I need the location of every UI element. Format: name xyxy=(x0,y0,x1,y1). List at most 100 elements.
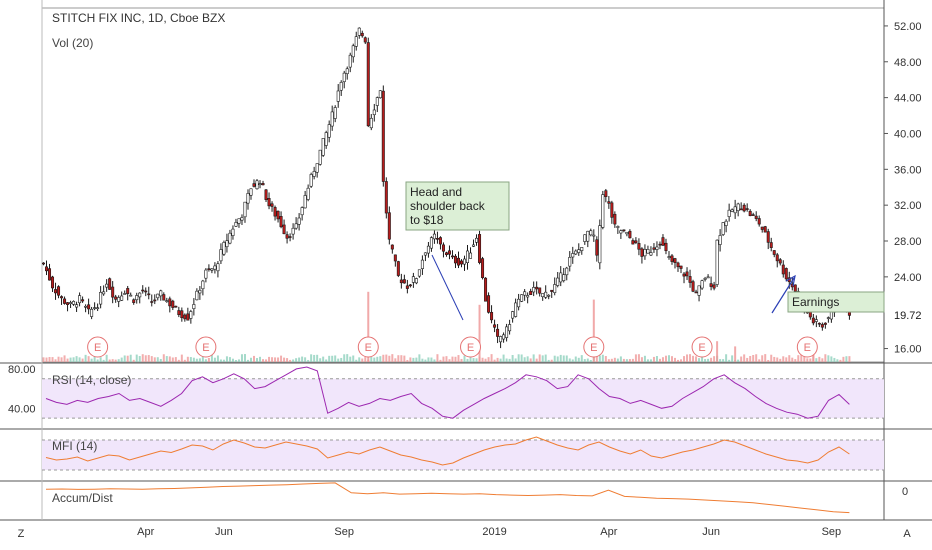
candle-body xyxy=(123,293,127,295)
candle-body xyxy=(156,293,160,299)
volume-bar xyxy=(842,356,845,362)
candle-body xyxy=(667,256,671,258)
candle-body xyxy=(517,298,521,308)
volume-bar xyxy=(788,355,791,362)
volume-bar xyxy=(228,357,231,362)
candle-body xyxy=(544,291,548,298)
volume-bar xyxy=(800,354,803,362)
price-tick-label: 32.00 xyxy=(894,200,922,212)
volume-bar xyxy=(42,357,45,362)
volume-bar xyxy=(436,354,439,362)
volume-bar xyxy=(746,357,749,362)
candle-body xyxy=(351,45,355,58)
candle-body xyxy=(432,233,436,240)
candle-body xyxy=(640,248,644,257)
volume-bar xyxy=(352,355,355,362)
candle-body xyxy=(772,250,776,255)
volume-bar xyxy=(598,355,601,362)
candle-body xyxy=(697,285,701,296)
candle-body xyxy=(231,228,235,236)
price-tick-label: 16.00 xyxy=(894,344,922,356)
volume-bar xyxy=(616,358,619,362)
volume-bar xyxy=(234,359,237,362)
candle-body xyxy=(360,32,364,37)
candle-body xyxy=(165,300,169,302)
volume-bar xyxy=(815,358,818,362)
volume-bar xyxy=(580,355,583,362)
volume-bar xyxy=(677,359,680,362)
x-tick-label: Jun xyxy=(702,526,720,538)
candle-body xyxy=(580,247,584,251)
candle-body xyxy=(526,295,530,298)
indicator-name: MFI (14) xyxy=(52,439,97,453)
last-price-box xyxy=(885,307,931,324)
earnings-marker[interactable] xyxy=(87,336,109,358)
volume-bar xyxy=(237,359,240,362)
volume-bar xyxy=(225,356,228,362)
candle-body xyxy=(417,269,421,277)
earnings-marker[interactable] xyxy=(357,336,379,358)
volume-bar xyxy=(589,359,592,362)
volume-bar xyxy=(355,359,358,362)
volume-bar xyxy=(198,358,201,362)
zoom-button[interactable]: Z xyxy=(18,528,25,540)
volume-bar xyxy=(249,357,252,362)
candle-body xyxy=(541,293,545,298)
candle-body xyxy=(381,90,385,182)
candle-body xyxy=(811,317,815,324)
candle-body xyxy=(484,277,488,302)
volume-bar xyxy=(779,358,782,362)
earnings-marker[interactable] xyxy=(691,336,713,358)
volume-bar xyxy=(761,355,764,362)
candle-body xyxy=(375,97,379,106)
volume-bar xyxy=(328,355,331,362)
candle-body xyxy=(691,281,695,292)
volume-bar xyxy=(643,355,646,362)
earnings-marker[interactable] xyxy=(460,336,482,358)
volume-bar xyxy=(388,355,391,362)
earnings-marker[interactable] xyxy=(796,336,818,358)
candle-body xyxy=(658,243,662,246)
candle-body xyxy=(270,203,274,207)
candle-body xyxy=(700,280,704,289)
volume-bar xyxy=(764,354,767,362)
candle-body xyxy=(189,311,193,319)
volume-bar xyxy=(553,355,556,362)
candle-body xyxy=(610,202,614,218)
candle-body xyxy=(339,82,343,91)
earnings-marker[interactable] xyxy=(195,336,217,358)
annotation-box[interactable] xyxy=(405,181,510,231)
volume-bar xyxy=(319,358,322,362)
candle-body xyxy=(682,273,686,277)
candle-body xyxy=(661,237,665,246)
candle-body xyxy=(135,295,139,301)
candle-body xyxy=(715,239,719,285)
volume-bar xyxy=(517,354,520,362)
price-tick-label: 52.00 xyxy=(894,21,922,33)
volume-bar xyxy=(295,358,298,362)
volume-bar xyxy=(349,356,352,362)
candle-body xyxy=(216,263,220,272)
volume-bar xyxy=(370,356,373,362)
candle-body xyxy=(712,284,716,289)
volume-bar xyxy=(322,356,325,362)
candle-body xyxy=(453,255,457,264)
volume-bar xyxy=(848,356,851,362)
candle-body xyxy=(634,240,638,243)
volume-bar xyxy=(48,357,51,362)
volume-bar xyxy=(174,357,177,362)
candle-body xyxy=(108,278,112,290)
candle-body xyxy=(186,313,190,321)
auto-scale-button[interactable]: A xyxy=(903,528,911,540)
volume-bar xyxy=(268,356,271,362)
annotation-box[interactable] xyxy=(787,291,885,313)
volume-bar xyxy=(722,359,725,362)
volume-bar xyxy=(674,357,677,362)
volume-bar xyxy=(707,358,710,362)
candle-body xyxy=(405,285,409,289)
candle-body xyxy=(646,249,650,254)
earnings-marker[interactable] xyxy=(583,336,605,358)
